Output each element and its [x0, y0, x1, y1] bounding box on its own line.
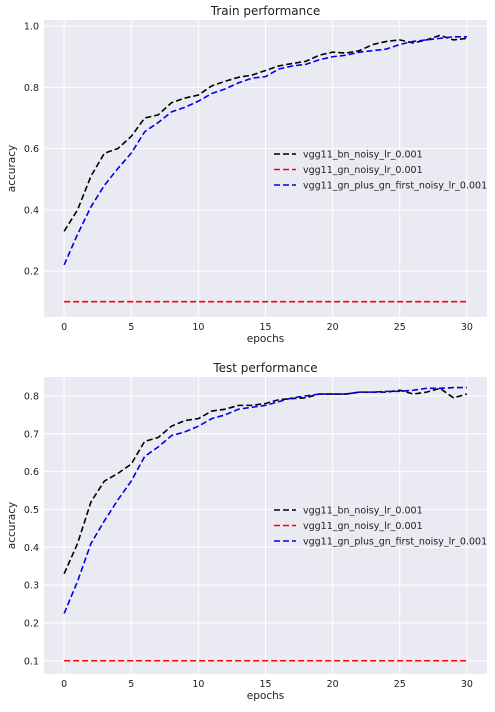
y-tick-label: 0.4	[24, 205, 39, 216]
legend-label: vgg11_gn_noisy_lr_0.001	[303, 165, 423, 176]
chart-title: Test performance	[212, 361, 317, 375]
y-tick-label: 0.8	[24, 391, 39, 402]
y-tick-label: 0.2	[24, 618, 39, 629]
grid	[44, 20, 487, 317]
y-tick-label: 0.8	[24, 83, 39, 94]
ticks: 0 5 10 15 20 25 30 0.2 0.4 0.6 0.8 1.0	[24, 22, 473, 333]
legend-label: vgg11_gn_plus_gn_first_noisy_lr_0.001	[303, 181, 487, 192]
test-performance-chart: 0 5 10 15 20 25 30 0.1 0.2 0.3 0.4 0.5 0.6 0.7 0.8 vgg…	[6, 361, 487, 702]
legend: vgg11_bn_noisy_lr_0.001 vgg11_gn_noisy_lr…	[274, 150, 487, 192]
x-tick-label: 5	[128, 322, 134, 333]
y-axis-label: accuracy	[6, 145, 18, 192]
y-tick-label: 0.3	[24, 581, 39, 592]
x-tick-label: 5	[128, 679, 134, 690]
train-performance-chart: 0 5 10 15 20 25 30 0.2 0.4 0.6 0.8 1.0 vgg11_bn_noi…	[6, 4, 487, 345]
x-tick-label: 25	[394, 322, 406, 333]
x-tick-label: 10	[192, 679, 204, 690]
y-tick-label: 0.6	[24, 467, 39, 478]
y-tick-label: 1.0	[24, 22, 39, 33]
series-line	[63, 34, 467, 232]
y-tick-label: 0.6	[24, 144, 39, 155]
y-tick-label: 0.2	[24, 267, 39, 278]
series-line	[63, 387, 468, 575]
legend-label: vgg11_gn_plus_gn_first_noisy_lr_0.001	[303, 537, 487, 548]
series-line	[63, 36, 467, 266]
y-tick-label: 0.5	[24, 505, 39, 516]
y-axis-label: accuracy	[6, 502, 18, 549]
x-tick-label: 20	[327, 679, 339, 690]
x-tick-label: 0	[61, 679, 67, 690]
x-tick-label: 30	[461, 679, 473, 690]
legend-label: vgg11_bn_noisy_lr_0.001	[303, 506, 423, 517]
legend-label: vgg11_gn_noisy_lr_0.001	[303, 521, 423, 532]
x-tick-label: 25	[394, 679, 406, 690]
x-tick-label: 15	[259, 322, 271, 333]
series-lines	[63, 386, 468, 662]
y-tick-label: 0.4	[24, 543, 39, 554]
x-tick-label: 10	[192, 322, 204, 333]
legend-label: vgg11_bn_noisy_lr_0.001	[303, 150, 423, 161]
y-tick-label: 0.1	[24, 656, 39, 667]
x-axis-label: epochs	[247, 333, 284, 345]
y-tick-label: 0.7	[24, 429, 39, 440]
x-tick-label: 20	[327, 322, 339, 333]
chart-title: Train performance	[210, 4, 320, 18]
legend: vgg11_bn_noisy_lr_0.001 vgg11_gn_noisy_lr…	[274, 506, 487, 548]
series-line	[63, 386, 467, 614]
series-lines	[63, 34, 467, 303]
x-axis-label: epochs	[247, 690, 284, 702]
x-tick-label: 0	[61, 322, 67, 333]
ticks: 0 5 10 15 20 25 30 0.1 0.2 0.3 0.4 0.5 0.6 0.7 0.8	[24, 391, 473, 690]
x-tick-label: 30	[461, 322, 473, 333]
x-tick-label: 15	[259, 679, 271, 690]
